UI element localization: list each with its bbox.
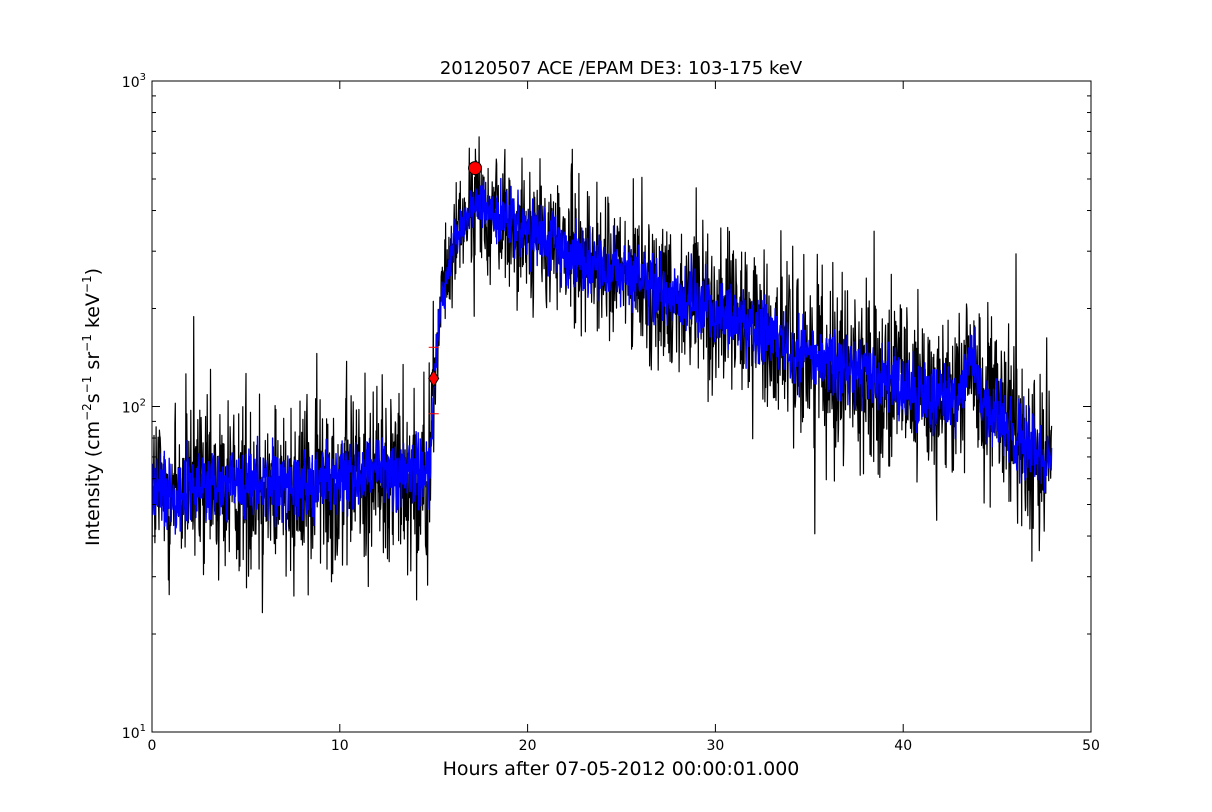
x-tick-label: 0 [148,738,157,754]
plot-area [152,136,1053,614]
axes: 0 10 20 30 40 50 101 102 103 [122,72,1100,754]
x-tick-label: 30 [706,738,724,754]
chart-title: 20120507 ACE /EPAM DE3: 103-175 keV [440,58,803,79]
smoothed-intensity-line [152,177,1053,535]
y-axis-label-text: Intensity (cm−2s−1 sr−1 keV−1) [80,268,104,546]
y-axis-label: Intensity (cm−2s−1 sr−1 keV−1) [80,268,104,546]
x-axis-label: Hours after 07-05-2012 00:00:01.000 [443,758,800,780]
y-tick-label: 102 [122,398,146,417]
x-tick-label: 20 [519,738,537,754]
peak-marker-circle [468,161,483,176]
onset-marker-diamond [428,369,440,388]
x-tick-label: 40 [894,738,912,754]
y-tick-label: 103 [122,72,146,91]
x-tick-label: 50 [1082,738,1100,754]
y-tick-label: 101 [122,723,146,742]
raw-intensity-line [152,136,1053,614]
x-tick-label: 10 [331,738,349,754]
